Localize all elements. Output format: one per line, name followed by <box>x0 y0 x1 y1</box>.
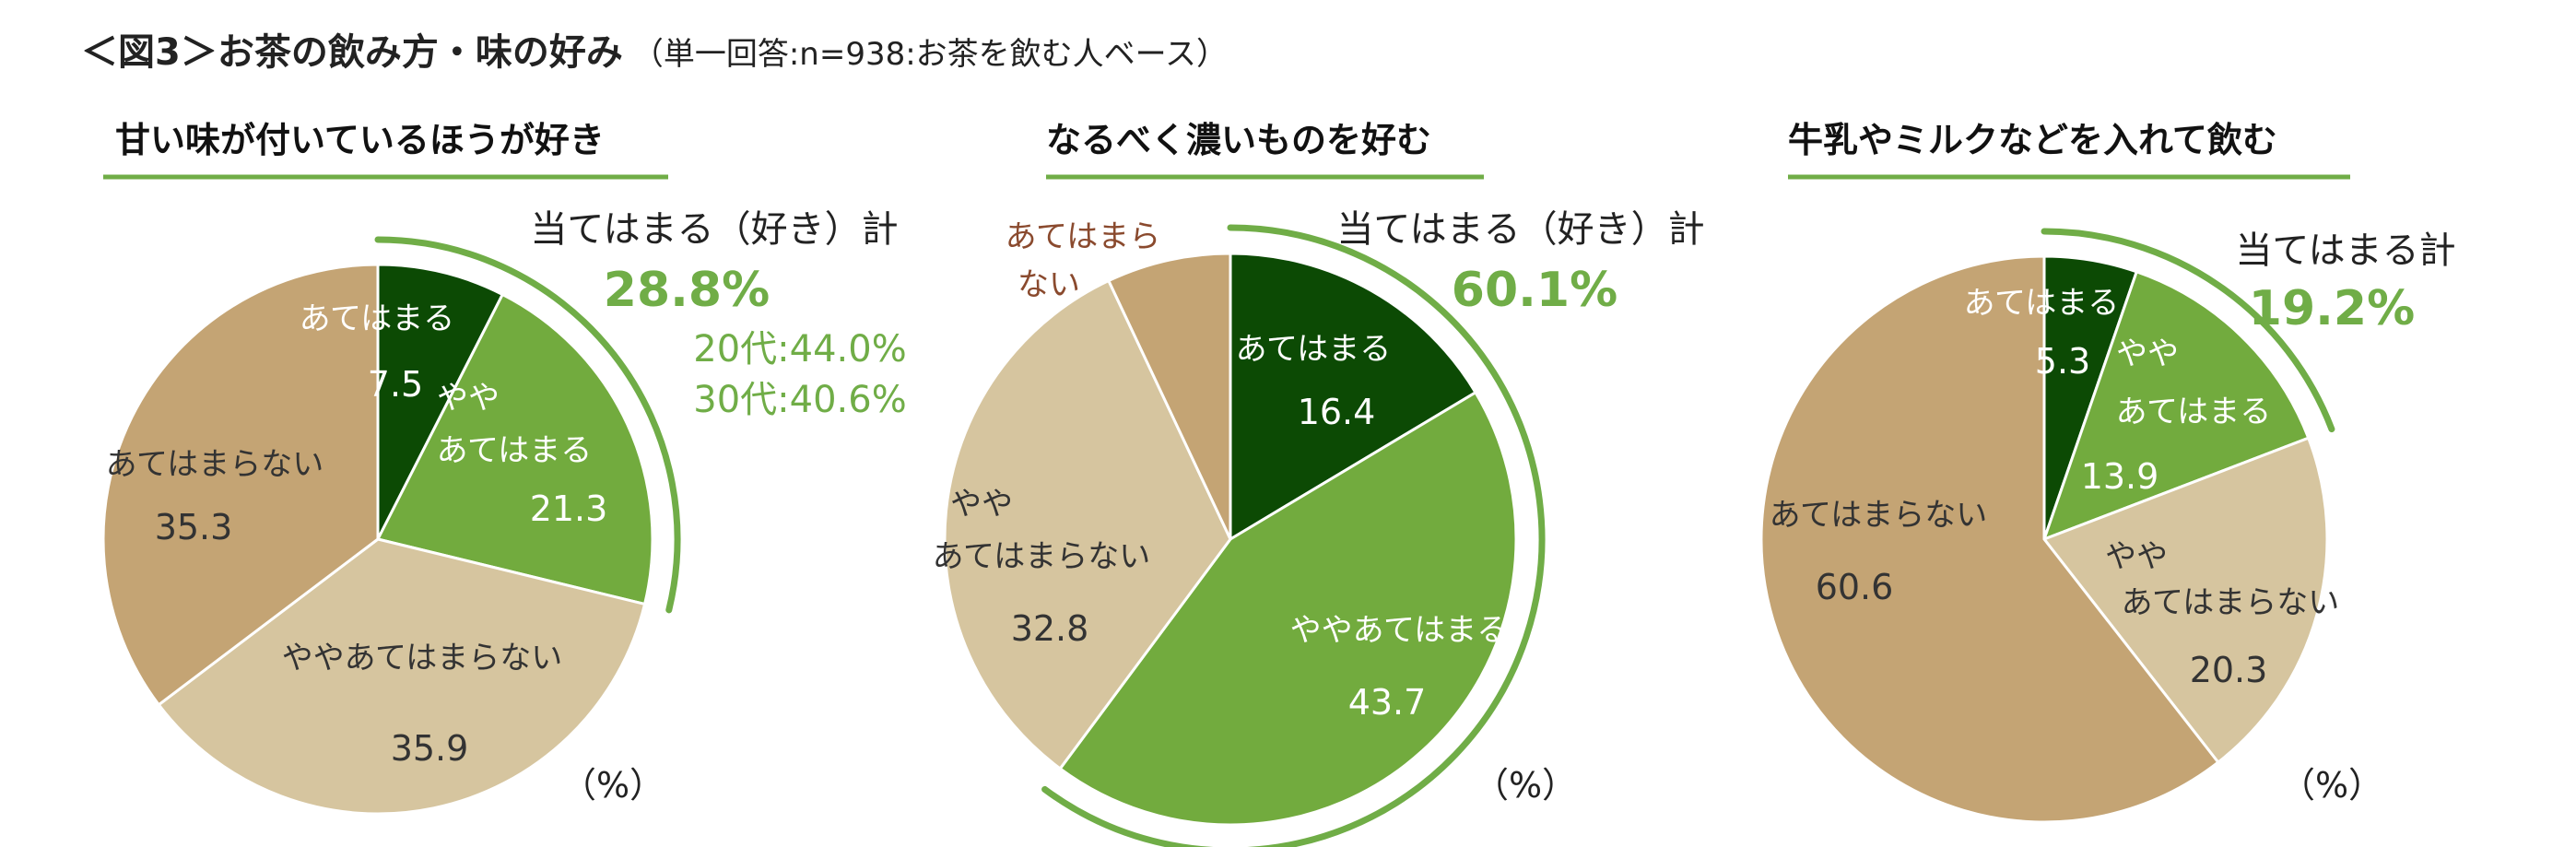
slice-value-3-1: 5.3 <box>2035 341 2090 382</box>
slice-value-3-2: 13.9 <box>2081 456 2159 497</box>
summary-arc-3 <box>2041 228 2335 433</box>
unit-label-3: （%） <box>2280 765 2383 806</box>
slice-value-1-4: 35.3 <box>155 507 233 547</box>
pie-slice-3-4 <box>1759 254 2220 824</box>
slice-label-3-4: あてはまらない <box>1770 497 1988 534</box>
chart-title-3: 牛乳やミルクなどを入れて飲む <box>1788 120 2277 160</box>
pie-slice-2-1 <box>1229 252 1478 542</box>
slice-label-3-2: やや <box>2116 335 2179 372</box>
summary-label-2: 当てはまる（好き）計 <box>1336 208 1704 251</box>
figure-title-main: ＜図3＞お茶の飲み方・味の好み <box>81 31 623 74</box>
slice-label-2-2: ややあてはまる <box>1290 612 1509 649</box>
unit-label-2: （%） <box>1474 765 1577 806</box>
slice-label-1-1: あてはまる <box>300 300 455 337</box>
summary-value-1: 28.8% <box>604 263 770 318</box>
pie-slice-3-2 <box>2041 269 2311 542</box>
slice-label-3-3: やや <box>2105 538 2168 575</box>
extra-stat-1-1: 20代:44.0% <box>693 328 906 371</box>
figure-title: ＜図3＞お茶の飲み方・味の好み （単一回答:n=938:お茶を飲む人ベース） <box>81 22 1228 76</box>
figure-subtitle: （単一回答:n=938:お茶を飲む人ベース） <box>631 36 1228 73</box>
summary-value-3: 19.2% <box>2249 281 2415 336</box>
slice-value-2-2: 43.7 <box>1348 682 1427 723</box>
summary-arc-2 <box>1041 224 1546 847</box>
extra-stat-1-2: 30代:40.6% <box>693 379 906 421</box>
slice-value-2-1: 16.4 <box>1298 392 1376 432</box>
summary-value-2: 60.1% <box>1452 263 1617 318</box>
slice-value-1-2: 21.3 <box>530 488 608 529</box>
slice-label-2-4: あてはまら <box>1006 218 1161 255</box>
slice-label-3-3: あてはまらない <box>2122 584 2340 621</box>
slice-label-1-3: ややあてはまらない <box>282 640 563 676</box>
slice-label-2-4: ない <box>1017 266 1080 303</box>
pie-slice-3-3 <box>2041 436 2329 765</box>
slice-label-1-4: あてはまらない <box>106 446 324 483</box>
pie-slice-1-1 <box>376 263 505 540</box>
unit-label-1: （%） <box>561 765 665 806</box>
slice-value-2-3: 32.8 <box>1011 608 1089 649</box>
summary-arc-1 <box>374 236 681 614</box>
pie-slice-1-2 <box>375 292 654 606</box>
slice-label-2-3: あてはまらない <box>933 538 1151 575</box>
pie-slice-2-3 <box>943 278 1232 771</box>
pie-slice-1-4 <box>101 263 380 707</box>
pie-slice-2-2 <box>1058 390 1518 827</box>
chart-title-2: なるべく濃いものを好む <box>1046 120 1431 160</box>
chart-title-1: 甘い味が付いているほうが好き <box>115 120 605 160</box>
slice-label-2-3: やや <box>950 486 1013 523</box>
slice-label-3-1: あてはまる <box>1964 285 2120 322</box>
slice-label-3-2: あてはまる <box>2116 394 2272 430</box>
slice-value-1-3: 35.9 <box>391 728 469 769</box>
pie-slice-1-3 <box>157 537 647 816</box>
slice-value-3-3: 20.3 <box>2190 650 2268 690</box>
summary-label-1: 当てはまる（好き）計 <box>530 208 898 251</box>
summary-label-3: 当てはまる計 <box>2235 229 2455 272</box>
slice-value-1-1: 7.5 <box>368 364 423 405</box>
pie-slice-2-4 <box>1106 252 1232 540</box>
slice-label-2-1: あてはまる <box>1236 331 1392 368</box>
slice-label-1-2: あてはまる <box>437 432 593 469</box>
slice-value-3-4: 60.6 <box>1816 567 1894 607</box>
slice-label-1-2: やや <box>437 380 500 417</box>
